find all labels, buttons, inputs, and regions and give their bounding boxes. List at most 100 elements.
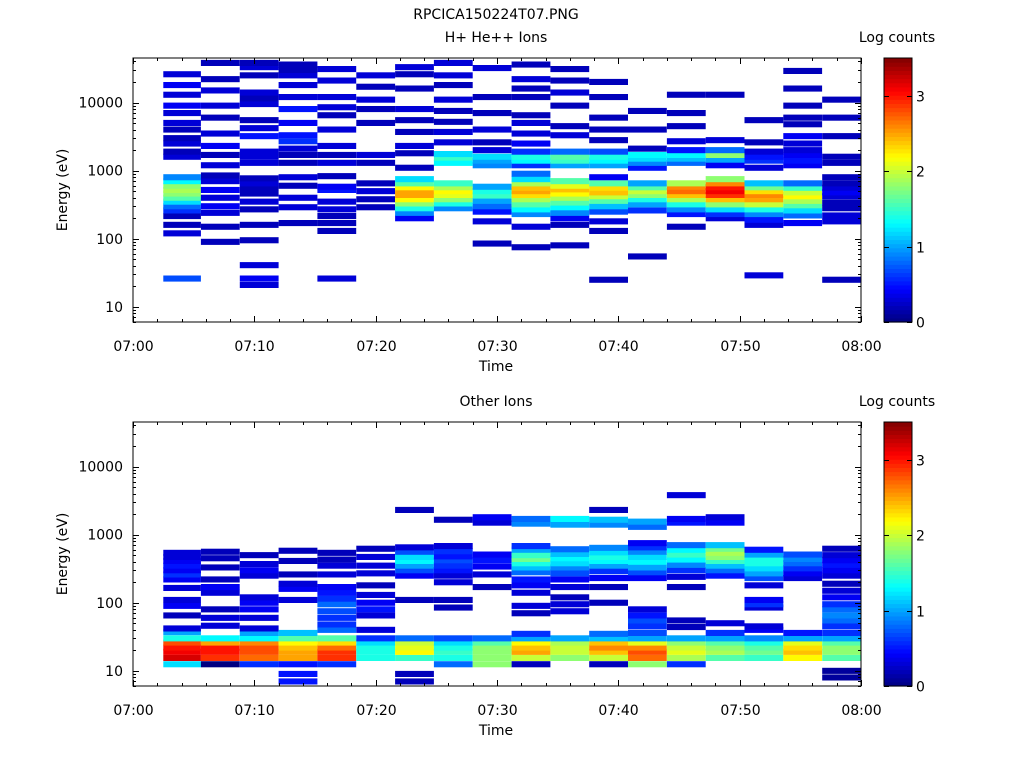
- heatmap-cell: [550, 550, 590, 557]
- heatmap-cell: [395, 572, 434, 579]
- heatmap-cell: [628, 548, 667, 555]
- heatmap-cell: [356, 648, 396, 655]
- colorbar-segment: [884, 438, 912, 444]
- heatmap-cell: [278, 580, 318, 587]
- x-tick-label: 07:00: [113, 703, 153, 719]
- heatmap-cell: [628, 151, 667, 158]
- heatmap-cell: [822, 587, 861, 594]
- heatmap-cell: [163, 207, 201, 214]
- heatmap-cell: [433, 82, 473, 89]
- heatmap-cell: [356, 562, 396, 569]
- heatmap-cell: [395, 85, 434, 92]
- heatmap-cell: [317, 549, 357, 556]
- heatmap-cell: [744, 180, 784, 187]
- colorbar-segment: [884, 256, 912, 261]
- heatmap-cell: [744, 546, 784, 553]
- heatmap-cell: [200, 76, 240, 83]
- heatmap-cell: [628, 201, 667, 208]
- heatmap-cell: [239, 614, 279, 621]
- heatmap-cell: [628, 126, 667, 133]
- heatmap-cell: [472, 218, 512, 225]
- heatmap-cell: [783, 644, 823, 651]
- colorbar-segment: [884, 665, 912, 671]
- heatmap-cell: [163, 194, 201, 201]
- heatmap-cell: [705, 156, 745, 163]
- heatmap-cell: [783, 635, 823, 642]
- heatmap-cell: [395, 71, 434, 78]
- heatmap-cell: [744, 117, 784, 124]
- colorbar-segment: [884, 239, 912, 245]
- heatmap-cell: [239, 552, 279, 559]
- heatmap-cell: [395, 150, 434, 157]
- heatmap-cell: [783, 85, 823, 92]
- colorbar-label: Log counts: [859, 394, 935, 410]
- heatmap-cell: [550, 215, 590, 222]
- heatmap-cell: [550, 89, 590, 96]
- heatmap-cell: [783, 648, 823, 655]
- colorbar-segment: [884, 500, 912, 506]
- heatmap-cell: [200, 142, 240, 149]
- heatmap-cell: [395, 176, 434, 183]
- colorbar-segment: [884, 140, 912, 146]
- colorbar-segment: [884, 603, 912, 609]
- colorbar-segment: [884, 128, 912, 133]
- heatmap-cell: [511, 520, 551, 527]
- heatmap-cell: [239, 175, 279, 182]
- heatmap-cell: [511, 564, 551, 571]
- heatmap-cell: [822, 545, 861, 552]
- heatmap-cell: [395, 196, 434, 203]
- colorbar-segment: [884, 549, 912, 555]
- heatmap-cell: [666, 639, 706, 646]
- colorbar-segment: [884, 157, 912, 162]
- heatmap-cell: [705, 654, 745, 661]
- heatmap-cell: [395, 106, 434, 113]
- heatmap-cell: [628, 564, 667, 571]
- heatmap-cell: [317, 562, 357, 569]
- heatmap-cell: [705, 211, 745, 218]
- heatmap-cell: [511, 244, 551, 251]
- y-axis-label: Energy (eV): [55, 513, 71, 596]
- heatmap-cell: [822, 594, 861, 601]
- heatmap-cell: [822, 654, 861, 661]
- heatmap-cell: [511, 153, 551, 160]
- colorbar-segment: [884, 115, 912, 121]
- heatmap-cell: [317, 608, 357, 615]
- heatmap-cell: [395, 644, 434, 651]
- heatmap-cell: [783, 560, 823, 567]
- heatmap-cell: [239, 180, 279, 187]
- heatmap-cell: [511, 610, 551, 617]
- heatmap-cell: [200, 606, 240, 613]
- heatmap-cell: [200, 151, 240, 158]
- heatmap-cell: [589, 193, 628, 200]
- colorbar-segment: [884, 483, 912, 489]
- heatmap-cell: [239, 275, 279, 282]
- heatmap-cell: [356, 606, 396, 613]
- heatmap-cells: [163, 59, 861, 288]
- colorbar-segment: [884, 545, 912, 551]
- heatmap-cell: [163, 557, 201, 564]
- heatmap-cell: [744, 623, 784, 630]
- heatmap-cell: [163, 174, 201, 181]
- colorbar-segment: [884, 78, 912, 84]
- heatmap-cell: [628, 180, 667, 187]
- heatmap-cell: [433, 644, 473, 651]
- heatmap-cell: [511, 648, 551, 655]
- heatmap-cell: [317, 151, 357, 158]
- heatmap-cell: [666, 515, 706, 522]
- heatmap-cell: [163, 602, 201, 609]
- heatmap-cell: [822, 212, 861, 219]
- colorbar-segment: [884, 463, 912, 468]
- heatmap-cell: [278, 82, 318, 89]
- heatmap-cell: [666, 617, 706, 624]
- heatmap-cell: [278, 174, 318, 181]
- heatmap-cell: [822, 159, 861, 166]
- colorbar-segment: [884, 450, 912, 456]
- plot-axes: 07:00 07:10 07:20 07:30 07:40 07:50 08:00 10 100…: [78, 421, 882, 719]
- colorbar-segment: [884, 247, 912, 253]
- heatmap-cell: [550, 186, 590, 193]
- heatmap-cell: [666, 644, 706, 651]
- heatmap-cell: [239, 198, 279, 205]
- colorbar: 0 1 2 3: [883, 57, 925, 332]
- heatmap-cell: [822, 184, 861, 191]
- heatmap-cell: [511, 85, 551, 92]
